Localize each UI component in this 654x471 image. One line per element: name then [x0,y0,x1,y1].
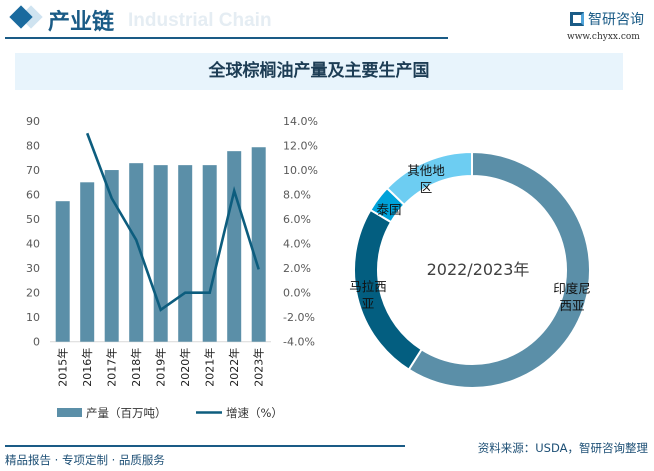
right-axis-tick: -4.0% [283,336,315,349]
growth-line [85,132,260,312]
bar-2020年 [178,165,193,342]
right-axis-tick: 2.0% [283,262,311,275]
bar-2017年 [104,170,119,342]
left-axis-tick: 50 [26,213,40,226]
right-axis-tick: -2.0% [283,311,315,324]
chart-title: 全球棕榈油产量及主要生产国 [15,53,623,90]
right-axis-tick: 12.0% [283,140,318,153]
donut-slice-印度尼西亚 [407,150,591,389]
slice-label-malaysia: 马拉西亚 [349,279,387,311]
left-axis-tick: 70 [26,164,40,177]
logo-icon [570,12,584,26]
left-axis-tick: 10 [26,311,40,324]
brand-name: 智研咨询 [588,12,644,28]
slice-label-others: 其他地区 [407,163,445,195]
x-axis-tick: 2018年 [129,348,143,387]
right-axis-tick: 10.0% [283,164,318,177]
donut-center-label: 2022/2023年 [427,260,530,279]
x-axis-tick: 2021年 [203,348,217,387]
left-axis-tick: 20 [26,287,40,300]
right-axis-tick: 14.0% [283,115,318,128]
donut-slice-其他地区 [385,150,473,207]
section-title: 产业链 [48,10,115,35]
left-axis-tick: 60 [26,189,40,202]
bar-2016年 [80,182,95,342]
footer-tagline: 精品报告 · 专项定制 · 品质服务 [5,453,165,467]
x-axis-tick: 2016年 [80,348,94,387]
slice-label-thailand: 泰国 [376,202,402,217]
legend-bar-swatch [57,408,82,417]
bar-2018年 [129,163,144,342]
x-axis-tick: 2020年 [178,348,192,387]
bar-2021年 [202,165,217,342]
right-axis-tick: 4.0% [283,238,311,251]
footer-divider [5,445,405,447]
left-axis-tick: 0 [33,336,40,349]
x-axis-tick: 2017年 [105,348,119,387]
header-divider [5,37,448,39]
source-note: 资料来源：USDA，智研咨询整理 [477,441,648,455]
legend-line-label: 增速（%） [226,406,283,420]
brand-logo: 智研咨询 [570,9,644,29]
bar-2023年 [251,147,266,342]
slice-label-indonesia: 印度尼西亚 [553,281,591,313]
right-axis-tick: 8.0% [283,189,311,202]
right-axis-tick: 6.0% [283,213,311,226]
left-axis-tick: 40 [26,238,40,251]
x-axis-tick: 2015年 [56,348,70,387]
bar-2019年 [153,165,168,342]
left-axis-tick: 80 [26,140,40,153]
right-axis-tick: 0.0% [283,287,311,300]
left-axis-tick: 30 [26,262,40,275]
legend-bar-label: 产量（百万吨） [86,406,167,420]
left-axis-tick: 90 [26,115,40,128]
brand-url: www.chyxx.com [567,32,640,42]
x-axis-tick: 2019年 [154,348,168,387]
bar-2015年 [55,201,70,342]
x-axis-tick: 2022年 [227,348,241,387]
bar-2022年 [227,151,242,342]
x-axis-tick: 2023年 [252,348,266,387]
